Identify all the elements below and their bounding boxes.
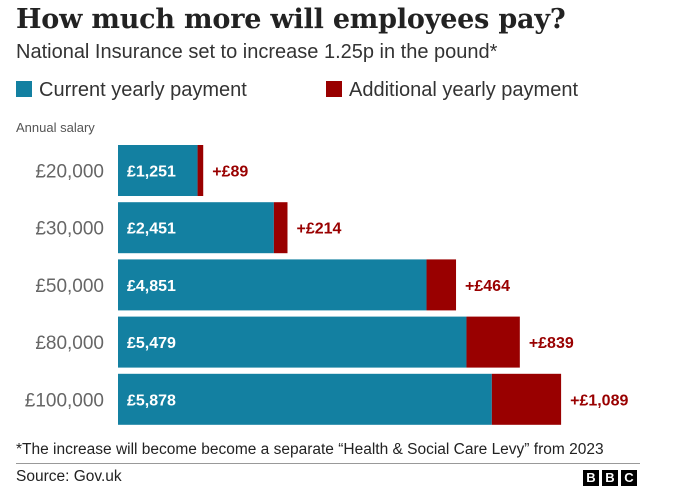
bar-current: [118, 145, 198, 196]
chart-title: How much more will employees pay?: [16, 4, 566, 35]
value-label-current: £5,479: [127, 335, 176, 352]
value-label-current: £1,251: [127, 164, 176, 181]
value-label-additional: +£214: [296, 221, 341, 238]
legend-label-current: Current yearly payment: [39, 79, 247, 101]
value-label-current: £4,851: [127, 278, 176, 295]
footer-divider: [16, 463, 640, 464]
legend-swatch-additional: [326, 81, 342, 97]
bar-additional: [491, 373, 562, 425]
category-label: £20,000: [35, 162, 104, 183]
bar-current: [118, 259, 427, 311]
category-label: £100,000: [25, 390, 104, 411]
bar-additional: [426, 259, 457, 311]
chart-subtitle: National Insurance set to increase 1.25p…: [16, 41, 498, 63]
value-label-current: £5,878: [127, 392, 176, 409]
bbc-logo: B B C: [583, 470, 637, 486]
bbc-logo-block: B: [602, 470, 618, 486]
legend-item-current: Current yearly payment: [16, 79, 247, 102]
value-label-additional: +£89: [212, 164, 248, 181]
bar-current: [118, 202, 274, 254]
category-label: £30,000: [35, 219, 104, 240]
bar-additional: [273, 202, 288, 254]
bar-current: [118, 373, 492, 425]
bar-chart: £20,000 £1,251 +£89 £30,000 £2,451 +£214 £50,0…: [25, 145, 628, 425]
bar-current: [118, 316, 467, 368]
legend-swatch-current: [16, 81, 32, 97]
footnote: *The increase will become become a separ…: [16, 441, 604, 458]
value-label-additional: +£1,089: [570, 392, 628, 409]
bar-additional: [466, 316, 520, 368]
axis-title: Annual salary: [16, 120, 95, 135]
value-label-additional: +£464: [465, 278, 510, 295]
category-label: £80,000: [35, 333, 104, 354]
bbc-logo-block: C: [621, 470, 637, 486]
legend-label-additional: Additional yearly payment: [349, 79, 579, 101]
value-label-current: £2,451: [127, 221, 176, 238]
source-note: Source: Gov.uk: [16, 468, 122, 485]
bbc-logo-block: B: [583, 470, 599, 486]
bar-additional: [197, 145, 204, 196]
category-label: £50,000: [35, 276, 104, 297]
legend-item-additional: Additional yearly payment: [326, 79, 578, 102]
value-label-additional: +£839: [529, 335, 574, 352]
